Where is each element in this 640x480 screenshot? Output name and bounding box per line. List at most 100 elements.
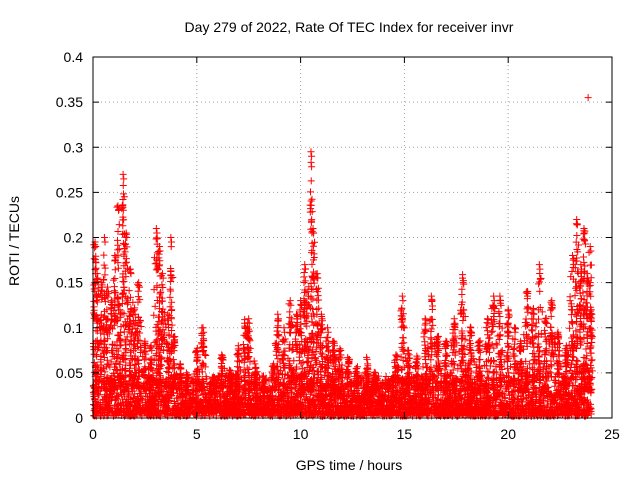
data-point <box>307 205 315 213</box>
data-point <box>230 389 238 397</box>
data-point <box>422 400 430 408</box>
data-point <box>137 323 145 331</box>
data-point <box>527 393 535 401</box>
data-point <box>418 396 426 404</box>
data-point <box>297 389 305 397</box>
data-point <box>156 391 164 399</box>
data-point <box>155 408 163 416</box>
data-point <box>508 390 516 398</box>
data-point <box>192 388 200 396</box>
data-point <box>101 391 109 399</box>
data-point <box>214 405 222 413</box>
data-point <box>460 383 468 391</box>
data-point <box>459 317 467 325</box>
data-point <box>382 373 390 381</box>
data-point <box>526 360 534 368</box>
data-point <box>497 408 505 416</box>
data-point <box>119 407 127 415</box>
data-point <box>166 363 174 371</box>
data-point <box>275 400 283 408</box>
data-point <box>440 385 448 393</box>
data-point <box>487 328 495 336</box>
data-point <box>425 352 433 360</box>
data-point <box>460 280 468 288</box>
data-point <box>431 391 439 399</box>
data-point <box>156 398 164 406</box>
data-point <box>431 402 439 410</box>
data-point <box>156 412 164 420</box>
data-point <box>543 377 551 385</box>
data-point <box>507 363 515 371</box>
data-point <box>483 373 491 381</box>
data-point <box>585 248 593 256</box>
data-point <box>344 392 352 400</box>
data-point <box>116 389 124 397</box>
data-point <box>137 349 145 357</box>
data-point <box>454 388 462 396</box>
data-point <box>150 311 158 319</box>
data-point <box>95 403 103 411</box>
data-point <box>312 387 320 395</box>
data-point <box>581 240 589 248</box>
data-point <box>310 400 318 408</box>
data-point <box>572 327 580 335</box>
data-point <box>115 221 123 229</box>
data-point <box>498 324 506 332</box>
data-point <box>142 390 150 398</box>
data-points <box>89 94 596 420</box>
data-point <box>358 373 366 381</box>
data-point <box>293 376 301 384</box>
data-point <box>511 387 519 395</box>
data-point <box>115 245 123 253</box>
data-point <box>202 351 210 359</box>
data-point <box>317 399 325 407</box>
data-point <box>246 395 254 403</box>
data-point <box>566 405 574 413</box>
data-point <box>532 323 540 331</box>
data-point <box>95 391 103 399</box>
data-point <box>165 394 173 402</box>
data-point <box>258 372 266 380</box>
data-point <box>245 396 253 404</box>
data-point <box>164 389 172 397</box>
data-point <box>395 391 403 399</box>
data-point <box>528 398 536 406</box>
data-point <box>243 364 251 372</box>
data-point <box>443 396 451 404</box>
data-point <box>296 385 304 393</box>
data-point <box>558 394 566 402</box>
data-point <box>410 392 418 400</box>
data-point <box>198 368 206 376</box>
data-point <box>125 287 133 295</box>
data-point <box>291 392 299 400</box>
data-point <box>536 396 544 404</box>
data-point <box>318 412 326 420</box>
data-point <box>152 337 160 345</box>
data-point <box>515 402 523 410</box>
data-point <box>167 326 175 334</box>
data-point <box>344 354 352 362</box>
data-point <box>151 302 159 310</box>
data-point <box>345 391 353 399</box>
data-point <box>520 394 528 402</box>
data-point <box>581 262 589 270</box>
data-point <box>391 382 399 390</box>
data-point <box>535 379 543 387</box>
data-point <box>138 395 146 403</box>
data-point <box>501 394 509 402</box>
data-point <box>518 398 526 406</box>
data-point <box>376 397 384 405</box>
data-point <box>300 307 308 315</box>
data-point <box>340 396 348 404</box>
data-point <box>411 394 419 402</box>
data-point <box>310 242 318 250</box>
data-point <box>538 409 546 417</box>
data-point <box>513 401 521 409</box>
data-point <box>492 340 500 348</box>
data-point <box>315 304 323 312</box>
data-point <box>530 404 538 412</box>
data-point <box>93 378 101 386</box>
data-point <box>429 321 437 329</box>
data-point <box>170 397 178 405</box>
data-point <box>566 324 574 332</box>
